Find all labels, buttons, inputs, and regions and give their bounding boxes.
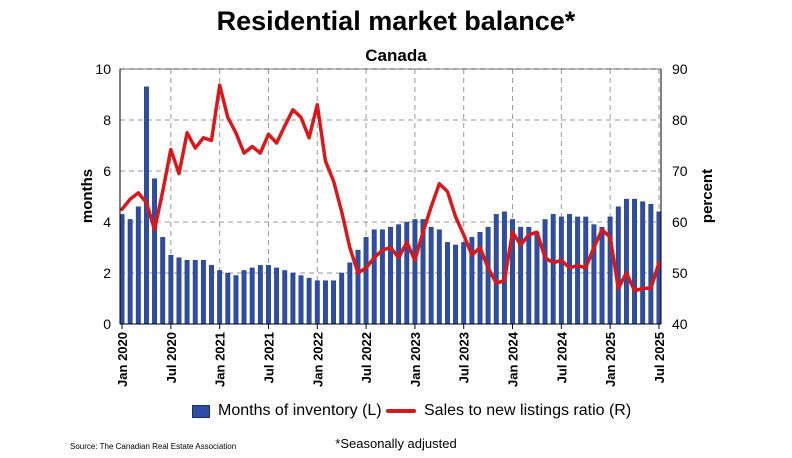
bar-inventory <box>168 254 174 325</box>
legend-swatch-line <box>386 409 416 413</box>
bar-inventory <box>371 229 377 325</box>
bar-inventory <box>200 260 206 325</box>
bar-inventory <box>298 275 304 325</box>
y-left-tick-label: 6 <box>103 163 111 179</box>
bar-inventory <box>461 242 467 325</box>
bar-inventory <box>428 226 434 325</box>
bar-inventory <box>436 229 442 325</box>
bar-inventory <box>152 178 158 325</box>
y-left-tick-label: 10 <box>95 61 111 77</box>
bar-inventory <box>314 280 320 325</box>
bar-inventory <box>176 257 182 325</box>
bar-inventory <box>282 270 288 325</box>
x-tick-label: Jul 2025 <box>652 332 667 383</box>
y-right-tick-label: 70 <box>672 163 688 179</box>
chart-title: Residential market balance* <box>216 6 576 36</box>
x-tick-label: Jan 2021 <box>213 332 228 387</box>
bar-inventory <box>347 262 353 325</box>
bar-inventory <box>322 280 328 325</box>
bar-inventory <box>306 277 312 325</box>
bar-inventory <box>192 260 198 325</box>
bar-inventory <box>640 201 646 325</box>
bar-inventory <box>363 237 369 325</box>
bar-inventory <box>412 219 418 325</box>
bar-inventory <box>225 272 231 325</box>
bar-inventory <box>135 206 141 325</box>
x-tick-label: Jul 2024 <box>554 331 569 383</box>
bar-inventory <box>217 270 223 325</box>
legend-label-inventory: Months of inventory (L) <box>218 402 382 419</box>
line-snlr <box>120 83 661 293</box>
legend-label-snlr: Sales to new listings ratio (R) <box>424 402 632 419</box>
bar-inventory <box>558 216 564 325</box>
legend-item-snlr: Sales to new listings ratio (R) <box>386 402 631 420</box>
bar-inventory <box>445 242 450 325</box>
bar-inventory <box>493 214 499 325</box>
x-tick-label: Jan 2025 <box>603 332 618 387</box>
bar-series-inventory <box>119 86 662 325</box>
y-right-tick-label: 80 <box>672 112 688 128</box>
bar-inventory <box>615 206 621 325</box>
x-tick-label: Jan 2020 <box>115 332 130 387</box>
bar-inventory <box>290 272 296 325</box>
bar-inventory <box>266 265 271 325</box>
bar-inventory <box>127 219 133 325</box>
bar-inventory <box>404 221 410 325</box>
y-left-axis-title: months <box>79 169 96 223</box>
bar-inventory <box>526 226 532 325</box>
legend: Months of inventory (L) Sales to new lis… <box>0 402 792 424</box>
y-right-tick-label: 40 <box>672 316 688 332</box>
chart-subtitle: Canada <box>365 46 427 65</box>
x-tick-label: Jan 2022 <box>310 332 325 387</box>
bar-inventory <box>591 224 597 325</box>
bar-inventory <box>233 275 239 325</box>
bar-inventory <box>648 203 654 325</box>
bar-inventory <box>257 265 263 325</box>
x-tick-label: Jul 2020 <box>164 332 179 383</box>
x-tick-label: Jan 2023 <box>408 332 423 387</box>
bar-inventory <box>274 267 280 325</box>
bar-inventory <box>241 270 247 325</box>
y-left-tick-label: 8 <box>103 112 111 128</box>
axes: 0 2 4 6 8 10 40 50 60 70 80 90 Jan 2020 Jul 2020 Jan 2… <box>79 61 716 387</box>
legend-swatch-bar <box>192 404 210 418</box>
y-left-tick-label: 4 <box>103 214 111 230</box>
bar-inventory <box>583 216 589 325</box>
bar-inventory <box>184 260 190 325</box>
bar-inventory <box>453 244 459 325</box>
bar-inventory <box>485 226 491 325</box>
source-note: Source: The Canadian Real Estate Associa… <box>70 442 237 451</box>
footnote: *Seasonally adjusted <box>335 436 457 451</box>
y-right-tick-label: 60 <box>672 214 688 230</box>
bar-inventory <box>607 216 613 325</box>
y-right-axis-title: percent <box>699 169 716 223</box>
x-tick-label: Jan 2024 <box>506 331 521 387</box>
bar-inventory <box>575 216 581 325</box>
line-series-snlr <box>120 83 661 293</box>
bar-inventory <box>331 280 336 325</box>
y-right-tick-label: 90 <box>672 61 688 77</box>
bar-inventory <box>534 231 540 325</box>
y-right-tick-label: 50 <box>672 265 688 281</box>
bar-inventory <box>396 224 402 325</box>
x-tick-label: Jul 2023 <box>457 332 472 383</box>
bar-inventory <box>379 229 385 325</box>
y-left-tick-label: 2 <box>103 265 111 281</box>
bar-inventory <box>542 219 548 325</box>
bar-inventory <box>632 198 637 325</box>
y-left-tick-label: 0 <box>103 316 111 332</box>
bar-inventory <box>388 226 393 325</box>
bar-inventory <box>599 226 605 325</box>
bar-inventory <box>209 265 214 325</box>
bar-inventory <box>339 272 345 325</box>
bar-inventory <box>160 237 166 325</box>
x-tick-label: Jul 2021 <box>261 332 276 383</box>
x-tick-label: Jul 2022 <box>359 332 374 383</box>
bar-inventory <box>550 214 556 325</box>
bar-inventory <box>623 198 629 325</box>
legend-item-inventory: Months of inventory (L) <box>192 402 382 420</box>
bar-inventory <box>355 249 361 325</box>
bar-inventory <box>249 267 255 325</box>
chart-plot: 0 2 4 6 8 10 40 50 60 70 80 90 Jan 2020 Jul 2020 Jan 2… <box>79 61 716 387</box>
